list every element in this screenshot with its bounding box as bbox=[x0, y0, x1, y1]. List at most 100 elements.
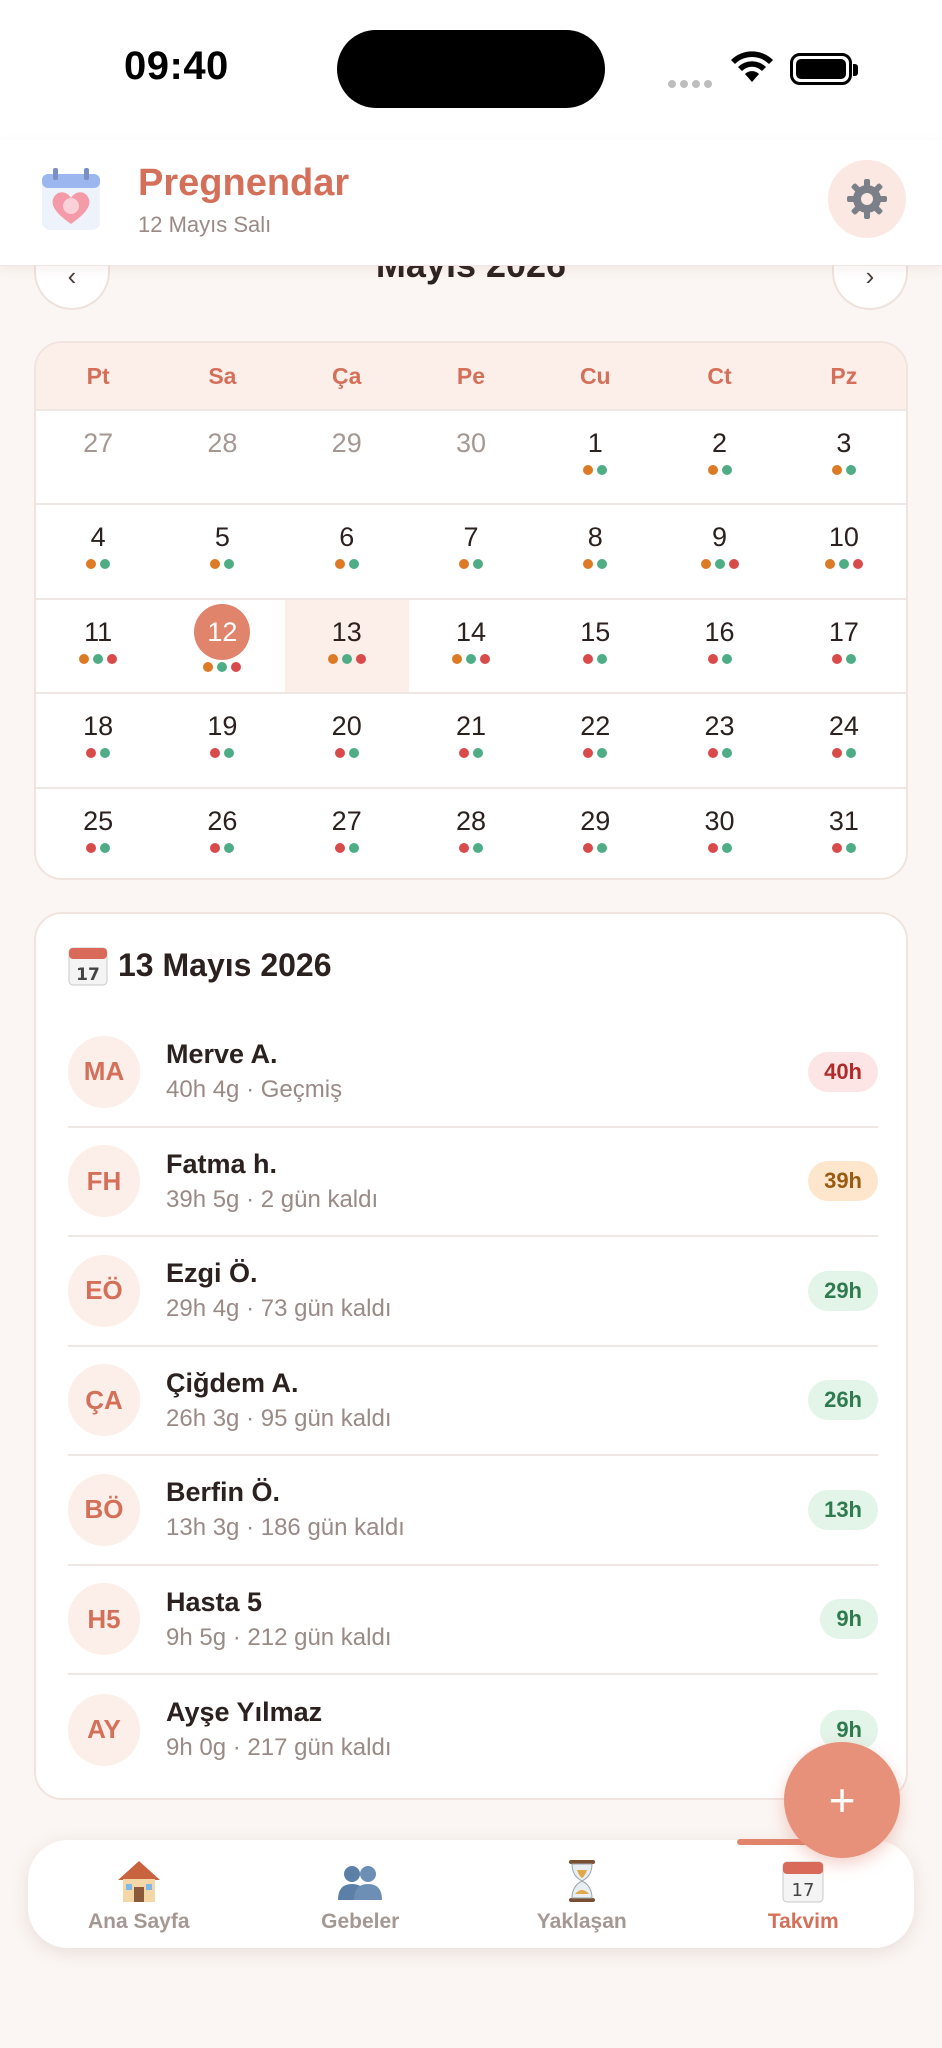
event-dots bbox=[831, 842, 856, 853]
event-dot-green bbox=[721, 465, 732, 475]
day-number: 5 bbox=[214, 522, 230, 553]
calendar-day[interactable]: 9 bbox=[657, 505, 781, 597]
event-dots bbox=[831, 465, 856, 475]
day-number: 1 bbox=[587, 428, 603, 458]
calendar-day[interactable]: 29 bbox=[533, 789, 657, 878]
tab-label: Yaklaşan bbox=[536, 1910, 627, 1933]
calendar-day[interactable]: 20 bbox=[285, 694, 409, 786]
calendar-day[interactable]: 18 bbox=[36, 694, 160, 786]
calendar-day[interactable]: 3 bbox=[782, 411, 906, 503]
patient-row[interactable]: MA Merve A. 40h 4g · Geçmiş 40h bbox=[68, 1018, 878, 1128]
calendar-day[interactable]: 21 bbox=[409, 694, 533, 786]
event-dot-green bbox=[597, 465, 608, 475]
calendar-day[interactable]: 26 bbox=[160, 789, 284, 878]
calendar-day[interactable]: 31 bbox=[782, 789, 906, 878]
calendar-day[interactable]: 22 bbox=[533, 694, 657, 786]
patient-row[interactable]: AY Ayşe Yılmaz 9h 0g · 217 gün kaldı 9h bbox=[68, 1675, 878, 1785]
calendar-day[interactable]: 4 bbox=[36, 505, 160, 597]
event-dot-orange bbox=[210, 559, 221, 570]
selected-date-heading: 17 13 Mayıs 2026 bbox=[68, 944, 332, 986]
event-dots bbox=[458, 748, 483, 759]
patient-gestation: 9h 0g · 217 gün kaldı bbox=[166, 1734, 392, 1762]
event-dot-green bbox=[465, 653, 476, 664]
calendar-day-selected[interactable]: 13 bbox=[284, 599, 409, 693]
calendar-day[interactable]: 30 bbox=[657, 789, 781, 878]
patient-row[interactable]: EÖ Ezgi Ö. 29h 4g · 73 gün kaldı 29h bbox=[68, 1237, 878, 1347]
patient-row[interactable]: BÖ Berfin Ö. 13h 3g · 186 gün kaldı 13h bbox=[68, 1456, 878, 1566]
calendar-day[interactable]: 5 bbox=[160, 505, 284, 597]
tab-upcoming[interactable]: Yaklaşan bbox=[471, 1840, 693, 1948]
patient-row[interactable]: H5 Hasta 5 9h 5g · 212 gün kaldı 9h bbox=[68, 1566, 878, 1675]
day-detail-card: 17 13 Mayıs 2026 MA Merve A. 40h 4g · Geçm… bbox=[34, 912, 908, 1800]
calendar-day[interactable]: 2 bbox=[657, 411, 781, 503]
day-number: 27 bbox=[83, 428, 114, 458]
tab-calendar[interactable]: 17 Takvim bbox=[693, 1839, 915, 1948]
current-date: 12 Mayıs Salı bbox=[138, 212, 272, 237]
event-dots bbox=[79, 653, 118, 664]
calendar-week-row: 18 19 20 21 22 23 24 bbox=[36, 692, 906, 786]
calendar-day[interactable]: 14 bbox=[409, 600, 533, 692]
calendar-day[interactable]: 28 bbox=[160, 411, 284, 503]
calendar-day[interactable]: 28 bbox=[409, 789, 533, 878]
event-dot-red bbox=[707, 842, 718, 853]
status-time: 09:40 bbox=[124, 44, 229, 88]
calendar-day[interactable]: 15 bbox=[533, 600, 657, 692]
calendar-day-today[interactable]: 12 bbox=[160, 600, 284, 692]
weekday-label: Pe bbox=[456, 362, 486, 389]
settings-button[interactable] bbox=[828, 160, 906, 238]
patient-row[interactable]: ÇA Çiğdem A. 26h 3g · 95 gün kaldı 26h bbox=[68, 1347, 878, 1456]
tab-pregnants[interactable]: Gebeler bbox=[250, 1840, 472, 1948]
day-number: 20 bbox=[331, 711, 362, 742]
event-dot-orange bbox=[824, 559, 835, 570]
patient-avatar: AY bbox=[68, 1693, 140, 1766]
patient-avatar: BÖ bbox=[68, 1473, 140, 1546]
event-dot-red bbox=[86, 842, 97, 853]
event-dots bbox=[831, 653, 856, 664]
patient-gestation: 39h 5g · 2 gün kaldı bbox=[166, 1185, 379, 1213]
event-dot-green bbox=[721, 653, 732, 664]
tab-home[interactable]: Ana Sayfa bbox=[28, 1840, 250, 1948]
calendar-day[interactable]: 8 bbox=[533, 505, 657, 597]
event-dot-orange bbox=[458, 559, 469, 570]
calendar-day[interactable]: 24 bbox=[782, 694, 906, 786]
patient-row[interactable]: FH Fatma h. 39h 5g · 2 gün kaldı 39h bbox=[68, 1128, 878, 1237]
add-patient-button[interactable]: + bbox=[784, 1742, 900, 1858]
event-dot-green bbox=[597, 842, 608, 853]
calendar-week-row: 25 26 27 28 29 30 31 bbox=[36, 786, 906, 878]
calendar-day[interactable]: 27 bbox=[36, 411, 160, 503]
calendar-icon: 17 bbox=[68, 947, 108, 986]
wifi-icon bbox=[731, 51, 773, 82]
calendar-day[interactable]: 6 bbox=[285, 505, 409, 597]
event-dots bbox=[451, 653, 490, 664]
calendar-day[interactable]: 10 bbox=[782, 505, 906, 597]
calendar-day[interactable]: 16 bbox=[657, 600, 781, 692]
event-dot-green bbox=[721, 748, 732, 759]
calendar-day[interactable]: 17 bbox=[782, 600, 906, 692]
event-dots bbox=[458, 559, 483, 570]
calendar-day[interactable]: 23 bbox=[657, 694, 781, 786]
event-dot-green bbox=[224, 748, 235, 759]
event-dot-green bbox=[224, 842, 235, 853]
event-dot-green bbox=[597, 653, 608, 664]
calendar-day[interactable]: 27 bbox=[285, 789, 409, 878]
patient-name: Berfin Ö. bbox=[166, 1477, 281, 1508]
patient-gestation: 26h 3g · 95 gün kaldı bbox=[166, 1404, 392, 1432]
calendar-day[interactable]: 7 bbox=[409, 505, 533, 597]
plus-icon: + bbox=[828, 1774, 856, 1826]
day-number: 28 bbox=[207, 428, 238, 458]
event-dot-red bbox=[458, 748, 469, 759]
tab-label: Gebeler bbox=[321, 1910, 400, 1933]
calendar-day[interactable]: 1 bbox=[533, 411, 657, 503]
calendar-day[interactable]: 29 bbox=[285, 411, 409, 503]
calendar-day[interactable]: 30 bbox=[409, 411, 533, 503]
event-dot-green bbox=[845, 842, 856, 853]
event-dot-red bbox=[210, 842, 221, 853]
calendar-day[interactable]: 25 bbox=[36, 789, 160, 878]
day-number: 14 bbox=[455, 616, 487, 647]
tab-label: Ana Sayfa bbox=[87, 1910, 190, 1933]
week-badge: 29h bbox=[808, 1270, 878, 1311]
week-badge: 40h bbox=[808, 1051, 878, 1092]
calendar-day[interactable]: 11 bbox=[36, 600, 160, 692]
calendar-day[interactable]: 19 bbox=[160, 694, 284, 786]
calendar-week-row: 27 28 29 30 1 2 3 bbox=[36, 409, 906, 503]
